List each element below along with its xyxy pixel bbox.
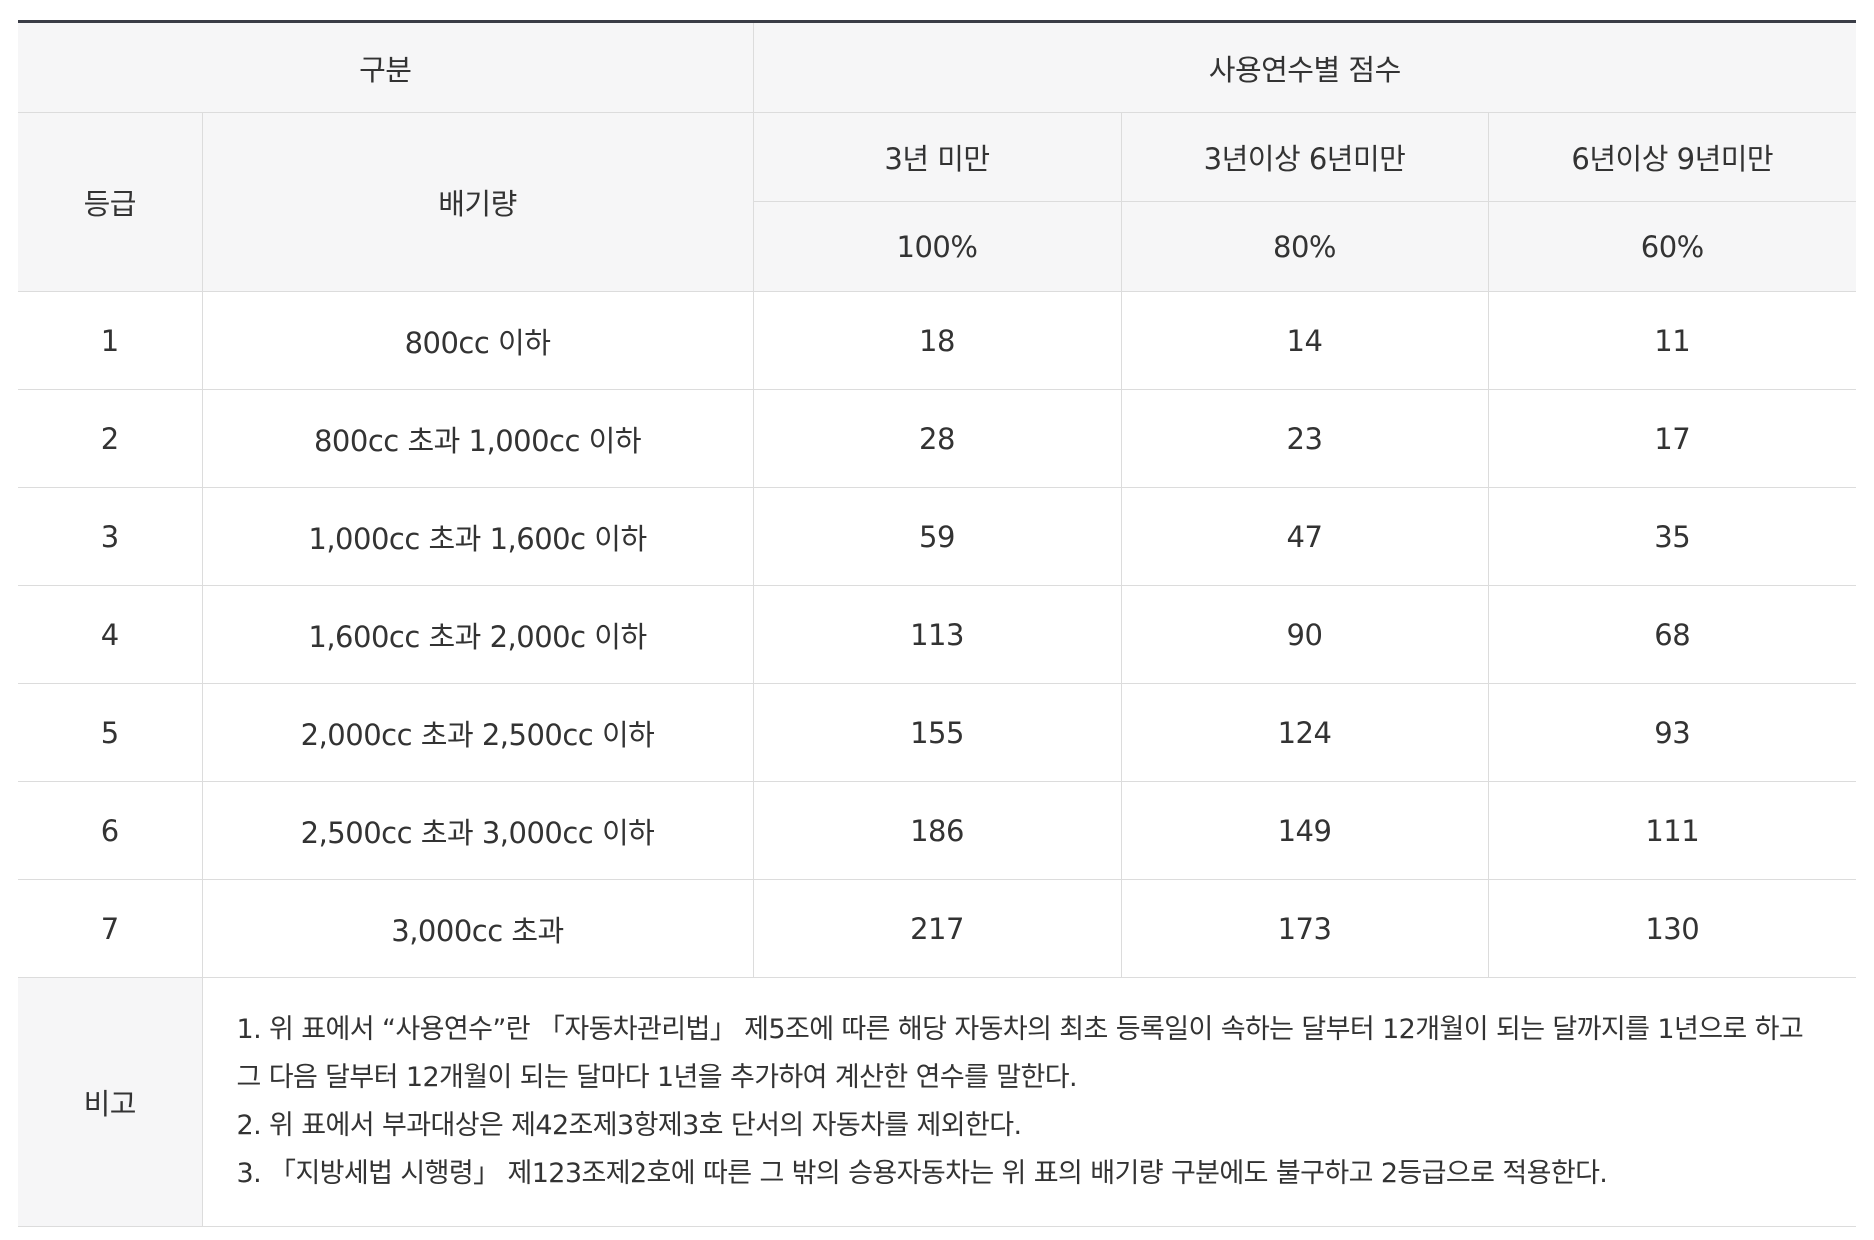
rate-header: 100% <box>753 201 1122 292</box>
grade-cell: 4 <box>18 585 203 684</box>
score-cell: 68 <box>1488 585 1857 684</box>
table-row: 4 1,600cc 초과 2,000c 이하 113 90 68 <box>18 585 1857 684</box>
period-header: 6년이상 9년미만 <box>1488 112 1857 202</box>
grade-cell: 1 <box>18 291 203 390</box>
rate-header: 80% <box>1121 201 1489 292</box>
group-header: 구분 <box>18 21 754 113</box>
grade-cell: 7 <box>18 879 203 978</box>
score-cell: 113 <box>753 585 1122 684</box>
notes-row: 비고 1. 위 표에서 “사용연수”란 「자동차관리법」 제5조에 따른 해당 … <box>18 977 1857 1227</box>
notes-label: 비고 <box>18 977 203 1227</box>
score-cell: 23 <box>1121 389 1489 488</box>
grade-cell: 2 <box>18 389 203 488</box>
displacement-cell: 1,600cc 초과 2,000c 이하 <box>202 585 754 684</box>
score-table: 구분 사용연수별 점수 등급 배기량 3년 미만 3년이상 6년미만 6년이상 … <box>18 20 1857 1227</box>
table-body: 1 800cc 이하 18 14 11 2 800cc 초과 1,000cc 이… <box>18 291 1857 1227</box>
grade-cell: 3 <box>18 487 203 586</box>
notes-body: 1. 위 표에서 “사용연수”란 「자동차관리법」 제5조에 따른 해당 자동차… <box>202 977 1857 1227</box>
period-header: 3년 미만 <box>753 112 1122 202</box>
note-line: 2. 위 표에서 부과대상은 제42조제3항제3호 단서의 자동차를 제외한다. <box>236 1110 1023 1141</box>
note-line: 1. 위 표에서 “사용연수”란 「자동차관리법」 제5조에 따른 해당 자동차… <box>236 1014 1804 1045</box>
table-row: 6 2,500cc 초과 3,000cc 이하 186 149 111 <box>18 781 1857 880</box>
score-table-container: 구분 사용연수별 점수 등급 배기량 3년 미만 3년이상 6년미만 6년이상 … <box>18 20 1857 1227</box>
table-header: 구분 사용연수별 점수 등급 배기량 3년 미만 3년이상 6년미만 6년이상 … <box>18 21 1857 292</box>
score-cell: 90 <box>1121 585 1489 684</box>
score-cell: 17 <box>1488 389 1857 488</box>
rate-header: 60% <box>1488 201 1857 292</box>
table-row: 5 2,000cc 초과 2,500cc 이하 155 124 93 <box>18 683 1857 782</box>
table-row: 2 800cc 초과 1,000cc 이하 28 23 17 <box>18 389 1857 488</box>
note-line: 3. 「지방세법 시행령」 제123조제2호에 따른 그 밖의 승용자동차는 위… <box>236 1158 1608 1189</box>
displacement-cell: 3,000cc 초과 <box>202 879 754 978</box>
table-row: 1 800cc 이하 18 14 11 <box>18 291 1857 390</box>
score-cell: 35 <box>1488 487 1857 586</box>
score-cell: 59 <box>753 487 1122 586</box>
score-cell: 155 <box>753 683 1122 782</box>
table-row: 7 3,000cc 초과 217 173 130 <box>18 879 1857 978</box>
note-line: 그 다음 달부터 12개월이 되는 달마다 1년을 추가하여 계산한 연수를 말… <box>236 1062 1078 1093</box>
grade-header: 등급 <box>18 112 203 292</box>
scores-header: 사용연수별 점수 <box>753 21 1857 113</box>
table-row: 3 1,000cc 초과 1,600c 이하 59 47 35 <box>18 487 1857 586</box>
score-cell: 130 <box>1488 879 1857 978</box>
displacement-cell: 1,000cc 초과 1,600c 이하 <box>202 487 754 586</box>
score-cell: 28 <box>753 389 1122 488</box>
header-row-3: 100% 80% 60% <box>18 201 1857 292</box>
header-row-2: 등급 배기량 3년 미만 3년이상 6년미만 6년이상 9년미만 <box>18 112 1857 292</box>
score-cell: 93 <box>1488 683 1857 782</box>
displacement-cell: 800cc 이하 <box>202 291 754 390</box>
score-cell: 124 <box>1121 683 1489 782</box>
displacement-cell: 2,500cc 초과 3,000cc 이하 <box>202 781 754 880</box>
score-cell: 173 <box>1121 879 1489 978</box>
score-cell: 111 <box>1488 781 1857 880</box>
score-cell: 14 <box>1121 291 1489 390</box>
grade-cell: 6 <box>18 781 203 880</box>
score-cell: 186 <box>753 781 1122 880</box>
period-header: 3년이상 6년미만 <box>1121 112 1489 202</box>
score-cell: 47 <box>1121 487 1489 586</box>
displacement-cell: 800cc 초과 1,000cc 이하 <box>202 389 754 488</box>
score-cell: 11 <box>1488 291 1857 390</box>
displacement-header: 배기량 <box>202 112 754 292</box>
score-cell: 149 <box>1121 781 1489 880</box>
displacement-cell: 2,000cc 초과 2,500cc 이하 <box>202 683 754 782</box>
score-cell: 217 <box>753 879 1122 978</box>
score-cell: 18 <box>753 291 1122 390</box>
grade-cell: 5 <box>18 683 203 782</box>
header-row-1: 구분 사용연수별 점수 <box>18 21 1857 113</box>
